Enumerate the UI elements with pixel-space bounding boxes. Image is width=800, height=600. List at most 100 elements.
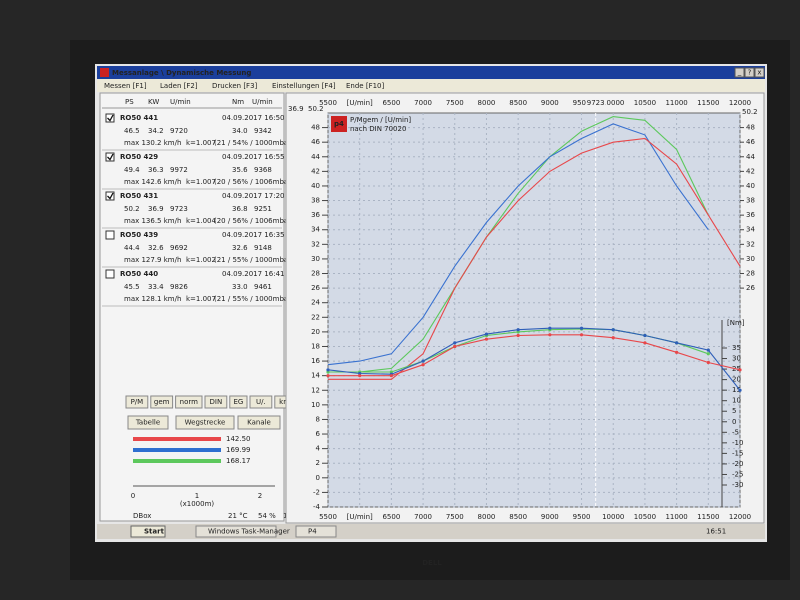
chart-title: P/Mgem / [U/min] (350, 116, 411, 124)
data-point (516, 330, 520, 334)
right-y-tick-label: 34 (746, 226, 755, 234)
clock: 16:51 (706, 528, 726, 536)
x-tick-label-bottom: 7000 (414, 513, 432, 521)
run-value: 9342 (254, 127, 272, 135)
run-date: 04.09.2017 16:41 (222, 270, 284, 278)
run-k: k=1.007 (186, 295, 216, 303)
tab[interactable] (237, 415, 281, 430)
window-button-label: _ (737, 69, 742, 77)
x-tick-label-top: 9500 (573, 99, 591, 107)
run-value: 34.0 (232, 127, 248, 135)
run-value: 9720 (170, 127, 188, 135)
start-button[interactable] (130, 525, 166, 538)
y2-label: [Nm] (727, 319, 745, 327)
right-y-tick-label: 32 (746, 240, 755, 248)
scale-label: 0 (131, 492, 135, 500)
y-tick-label: 34 (311, 226, 320, 234)
y-tick-label: 0 (316, 474, 320, 482)
option-button-label: norm (180, 398, 198, 406)
run-vmax: max 130.2 km/h (124, 139, 181, 147)
menu-item[interactable]: Laden [F2] (160, 82, 198, 90)
taskbar-item[interactable] (195, 525, 277, 538)
run-value: 36.8 (232, 205, 248, 213)
run-checkbox[interactable] (105, 191, 115, 201)
taskbar-item[interactable] (295, 525, 337, 538)
y-tick-label: 48 (311, 124, 320, 132)
y-tick-label: 22 (311, 313, 320, 321)
chart-subtitle: nach DIN 70020 (350, 125, 406, 133)
menu-item[interactable]: Messen [F1] (104, 82, 147, 90)
run-checkbox[interactable] (105, 269, 115, 279)
option-button[interactable] (229, 395, 248, 409)
option-button[interactable] (150, 395, 174, 409)
x-tick-label-bottom: 10000 (602, 513, 624, 521)
option-button[interactable] (249, 395, 273, 409)
column-header: U/min (170, 98, 191, 106)
y-tick-label: 18 (311, 342, 320, 350)
menu-item[interactable]: Drucken [F3] (212, 82, 258, 90)
run-conditions: (20 / 56% / 1006mbar) (214, 217, 294, 225)
y2-tick-label: 5 (732, 407, 736, 415)
run-vmax: max 142.6 km/h (124, 178, 181, 186)
app-icon (100, 68, 109, 77)
run-checkbox[interactable] (105, 230, 115, 240)
option-button[interactable] (204, 395, 228, 409)
run-value: 9723 (170, 205, 188, 213)
x-tick-label-top: 6500 (382, 99, 400, 107)
run-checkbox[interactable] (105, 152, 115, 162)
tab[interactable] (127, 415, 169, 430)
x-tick-label-bottom: 12000 (729, 513, 751, 521)
data-point (643, 341, 647, 345)
data-point (453, 344, 457, 349)
menu-item[interactable]: Einstellungen [F4] (272, 82, 336, 90)
run-checkbox[interactable] (105, 113, 115, 123)
x-tick-label-top: [U/min] (347, 99, 373, 107)
option-button[interactable] (175, 395, 203, 409)
data-point (548, 333, 552, 337)
x-tick-label-top: 8500 (509, 99, 527, 107)
run-value: 9972 (170, 166, 188, 174)
y-tick-label: 42 (311, 167, 320, 175)
scale-label: 1 (195, 492, 199, 500)
y-tick-label: 12 (311, 386, 320, 394)
data-point (326, 370, 330, 374)
tab[interactable] (175, 415, 235, 430)
run-k: k=1.007 (186, 139, 216, 147)
option-button-label: gem (154, 398, 170, 406)
y-tick-label: 30 (311, 255, 320, 263)
run-value: 33.0 (232, 283, 248, 291)
option-button-label: DIN (210, 398, 223, 406)
menu-item[interactable]: Ende [F10] (346, 82, 384, 90)
x-tick-label-top: 7000 (414, 99, 432, 107)
run-value: 50.2 (124, 205, 140, 213)
run-value: 9368 (254, 166, 272, 174)
run-conditions: (21 / 55% / 1000mbar) (214, 295, 294, 303)
y2-tick-label: 30 (732, 355, 741, 363)
window-button[interactable] (754, 67, 765, 78)
menu-bar (97, 79, 765, 92)
data-point (611, 336, 615, 340)
data-point (516, 333, 520, 338)
scale-unit: (x1000m) (180, 500, 215, 508)
option-button[interactable] (125, 395, 149, 409)
data-line (328, 116, 709, 373)
data-point (611, 328, 615, 332)
run-conditions: (20 / 56% / 1006mbar) (214, 178, 294, 186)
data-point (326, 374, 330, 378)
y-tick-label: 24 (311, 299, 320, 307)
x-tick-label-top: 8000 (478, 99, 496, 107)
checkmark (107, 153, 114, 161)
data-point (548, 326, 552, 330)
data-point (453, 341, 457, 345)
right-y-tick-label: 42 (746, 167, 755, 175)
window-button[interactable] (744, 67, 755, 78)
x-tick-label-bottom: [U/min] (347, 513, 373, 521)
data-point (358, 371, 362, 376)
checkmark (107, 114, 114, 122)
run-vmax: max 136.5 km/h (124, 217, 181, 225)
run-value: 34.2 (148, 127, 164, 135)
window-button[interactable] (734, 67, 745, 78)
window-button-label: x (757, 69, 761, 77)
